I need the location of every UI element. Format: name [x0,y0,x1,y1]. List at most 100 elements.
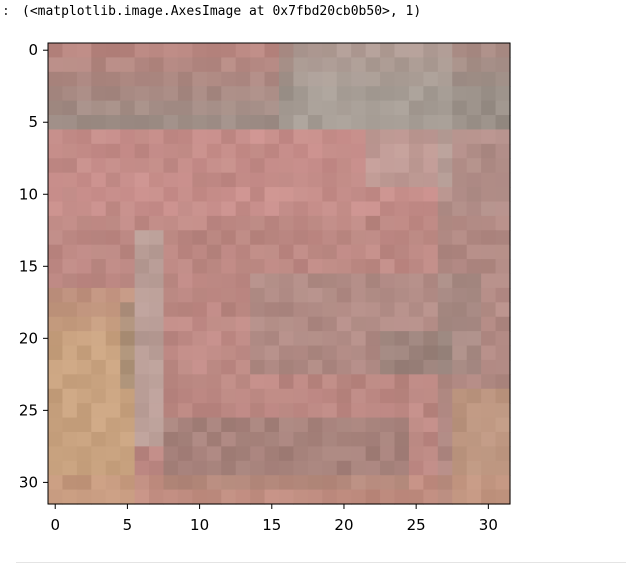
pixel [177,374,193,390]
pixel [481,359,497,375]
pixel [221,302,237,318]
pixel [307,331,323,347]
pixel [437,86,453,102]
pixel [466,302,482,318]
pixel [380,172,396,188]
pixel [192,57,208,73]
pixel [120,86,136,102]
pixel [206,345,222,361]
pixel [423,374,439,390]
pixel [120,374,136,390]
y-tick-label: 10 [19,185,38,203]
pixel [481,143,497,159]
pixel [62,431,78,447]
pixel [408,388,424,404]
pixel [105,259,121,275]
pixel [351,86,367,102]
pixel [423,86,439,102]
pixel [264,287,280,303]
pixel [452,273,468,289]
pixel [62,71,78,87]
y-tick-label: 15 [19,257,38,275]
pixel [163,331,179,347]
pixel [437,71,453,87]
pixel [351,244,367,260]
pixel [336,446,352,462]
pixel [437,417,453,433]
pixel [452,388,468,404]
pixel [264,417,280,433]
pixel [495,71,511,87]
pixel [437,359,453,375]
x-tick-label: 5 [123,516,133,534]
pixel [423,215,439,231]
pixel [466,345,482,361]
pixel [279,489,295,505]
pixel [351,230,367,246]
pixel [149,475,165,491]
pixel [221,359,237,375]
pixel [105,359,121,375]
pixel [293,259,309,275]
pixel [279,187,295,203]
pixel [264,86,280,102]
pixel [177,475,193,491]
pixel [380,359,396,375]
pixel [279,345,295,361]
pixel [307,489,323,505]
pixel [307,446,323,462]
pixel [423,302,439,318]
pixel [264,201,280,217]
pixel [221,143,237,159]
pixel [62,172,78,188]
pixel [250,215,266,231]
pixel [163,115,179,131]
pixel [48,359,64,375]
pixel [235,489,251,505]
pixel [134,359,150,375]
pixel [163,388,179,404]
pixel [322,86,338,102]
pixel [452,359,468,375]
pixel [177,129,193,145]
pixel [279,201,295,217]
pixel [235,302,251,318]
pixel [62,100,78,116]
pixel [481,475,497,491]
pixel [221,71,237,87]
pixel [76,403,92,419]
pixel [394,158,410,174]
pixel [293,388,309,404]
pixel [221,215,237,231]
pixel [466,100,482,116]
pixel [423,100,439,116]
pixel [48,345,64,361]
pixel [423,158,439,174]
pixel [452,187,468,203]
pixel [394,403,410,419]
pixel [351,129,367,145]
pixel [163,187,179,203]
pixel [452,158,468,174]
pixel [307,244,323,260]
pixel [206,215,222,231]
pixel [408,417,424,433]
pixel [380,273,396,289]
pixel [408,259,424,275]
pixel [495,158,511,174]
pixel [48,287,64,303]
pixel [466,187,482,203]
pixel [437,129,453,145]
pixel [423,417,439,433]
pixel [336,172,352,188]
pixel [235,86,251,102]
pixel [495,57,511,73]
pixel [149,129,165,145]
pixel [149,374,165,390]
pixel [293,158,309,174]
pixel [91,244,107,260]
pixel [120,143,136,159]
pixel [149,273,165,289]
pixel [134,71,150,87]
pixel [495,143,511,159]
